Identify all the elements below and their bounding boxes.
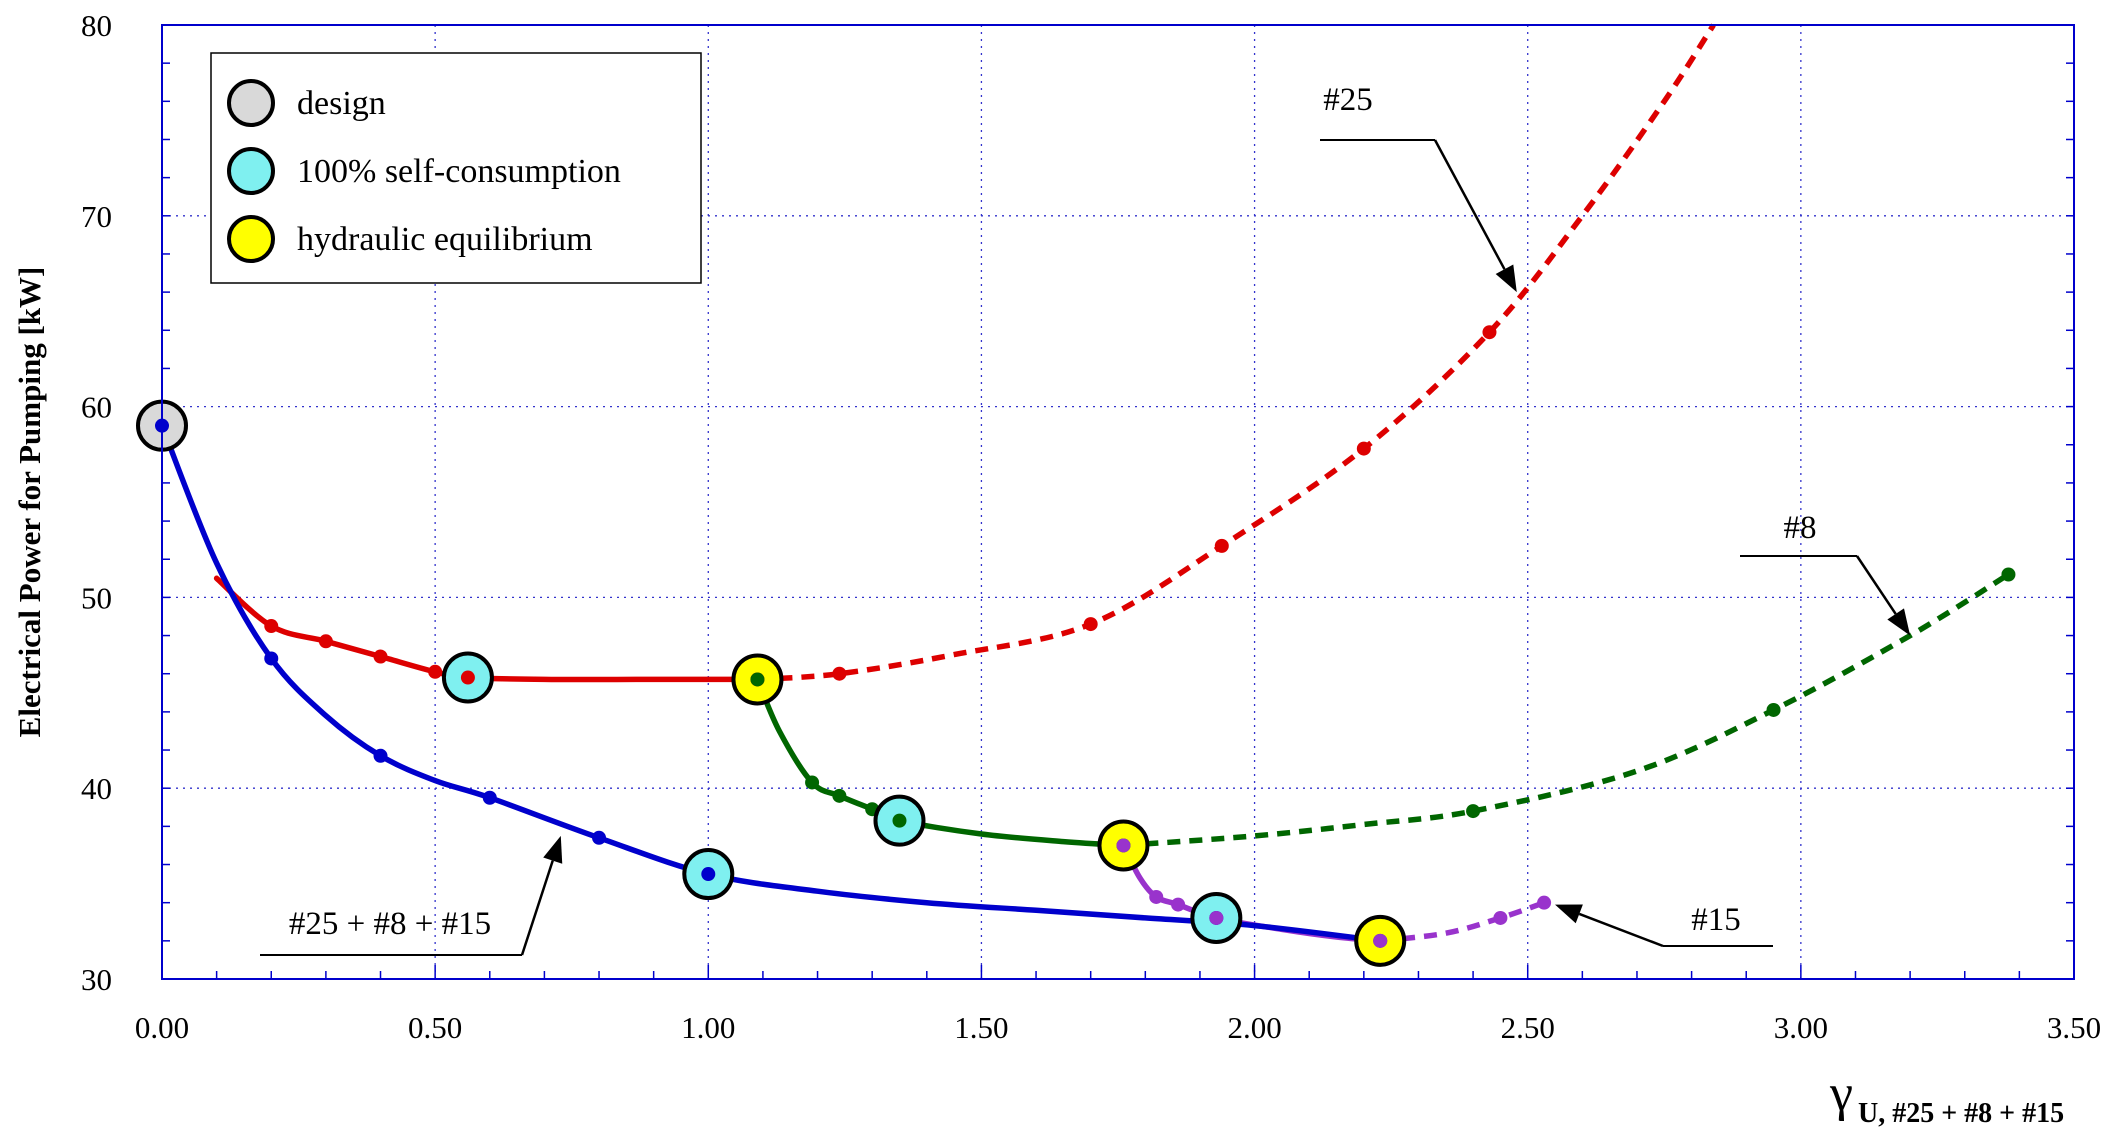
x-tick-label: 1.00 bbox=[681, 1010, 735, 1045]
data-point-15 bbox=[1537, 895, 1552, 910]
legend-marker-design bbox=[227, 79, 275, 127]
data-point-25 bbox=[318, 634, 333, 649]
x-tick-label: 3.50 bbox=[2047, 1010, 2101, 1045]
data-point-25 bbox=[460, 670, 475, 685]
legend-label-design: design bbox=[297, 85, 386, 122]
data-point-25 bbox=[832, 666, 847, 681]
annotation-label-25: #25 bbox=[1323, 82, 1373, 118]
data-point-25 bbox=[1482, 325, 1497, 340]
annotation-arrowhead bbox=[1555, 904, 1583, 924]
x-tick-label: 0.00 bbox=[135, 1010, 189, 1045]
data-point-25-8-15 bbox=[373, 748, 388, 763]
data-point-25-8-15 bbox=[701, 867, 716, 882]
data-point-25 bbox=[373, 649, 388, 664]
annotation-leader bbox=[520, 860, 554, 956]
y-tick-label: 80 bbox=[81, 8, 112, 43]
annotation-leader bbox=[1578, 912, 1664, 948]
x-axis-label-subscript: U, #25 + #8 + #15 bbox=[1858, 1098, 2064, 1128]
data-point-15 bbox=[1493, 910, 1508, 925]
x-tick-label: 2.00 bbox=[1227, 1010, 1281, 1045]
legend-label-100-self-consumption: 100% self-consumption bbox=[297, 153, 621, 190]
data-point-25 bbox=[1083, 617, 1098, 632]
series-line-15-dashed bbox=[1379, 900, 1545, 944]
legend-marker-hydraulic-equilibrium bbox=[227, 215, 275, 263]
plot-frame bbox=[161, 24, 2075, 980]
annotation-arrowhead bbox=[543, 835, 563, 864]
data-point-25-8-15 bbox=[264, 651, 279, 666]
legend: design 100% self-consumption hydraulic equ… bbox=[210, 52, 702, 284]
series-line-8-dashed bbox=[1123, 572, 2010, 849]
data-point-15 bbox=[1373, 933, 1388, 948]
annotation-leader bbox=[1433, 139, 1506, 270]
y-tick-label: 60 bbox=[81, 390, 112, 425]
data-point-15 bbox=[1116, 838, 1131, 853]
annotation-label-25-8-15: #25 + #8 + #15 bbox=[289, 906, 491, 942]
series-line-25-dashed bbox=[757, 23, 1716, 683]
data-point-15 bbox=[1171, 897, 1186, 912]
x-tick-label: 1.50 bbox=[954, 1010, 1008, 1045]
x-tick-label: 2.50 bbox=[1501, 1010, 1555, 1045]
annotation-label-15: #15 bbox=[1691, 902, 1741, 938]
legend-marker-100-self-consumption bbox=[227, 147, 275, 195]
grid bbox=[162, 25, 2074, 979]
legend-box bbox=[210, 52, 702, 284]
data-point-8 bbox=[1766, 702, 1781, 717]
x-axis-label-symbol: γ bbox=[1829, 1065, 1853, 1122]
data-point-8 bbox=[805, 775, 820, 790]
data-point-8 bbox=[2001, 567, 2016, 582]
y-tick-label: 30 bbox=[81, 962, 112, 997]
data-point-25 bbox=[1356, 441, 1371, 456]
data-point-25 bbox=[264, 619, 279, 634]
legend-label-hydraulic-equilibrium: hydraulic equilibrium bbox=[297, 221, 593, 258]
state-points bbox=[136, 399, 1407, 967]
data-point-25 bbox=[1214, 538, 1229, 553]
y-tick-label: 40 bbox=[81, 771, 112, 806]
y-tick-label: 50 bbox=[81, 580, 112, 615]
x-tick-label: 0.50 bbox=[408, 1010, 462, 1045]
data-point-25-8-15 bbox=[592, 830, 607, 845]
data-point-25 bbox=[428, 664, 443, 679]
y-axis-label: Electrical Power for Pumping [kW] bbox=[12, 267, 47, 738]
annotations: #25 #8 #15 #25 + #8 + #15 bbox=[260, 82, 1911, 956]
annotation-label-8: #8 bbox=[1784, 510, 1817, 546]
annotation-leader bbox=[1855, 555, 1897, 615]
x-axis-ticks: 0.00 0.50 1.00 1.50 2.00 2.50 3.00 3.50 bbox=[135, 965, 2101, 1045]
series-curves bbox=[159, 23, 2010, 944]
data-point-8 bbox=[832, 788, 847, 803]
x-tick-label: 3.00 bbox=[1774, 1010, 1828, 1045]
y-axis-ticks: 30 40 50 60 70 80 bbox=[81, 8, 2074, 997]
y-tick-label: 70 bbox=[81, 199, 112, 234]
annotation-arrowhead bbox=[1495, 264, 1517, 293]
data-point-15 bbox=[1149, 889, 1164, 904]
data-point-15 bbox=[1209, 910, 1224, 925]
data-point-8 bbox=[750, 672, 765, 687]
data-point-25-8-15 bbox=[482, 790, 497, 805]
annotation-arrowhead bbox=[1887, 608, 1911, 636]
data-point-8 bbox=[892, 813, 907, 828]
data-point-8 bbox=[1466, 804, 1481, 819]
